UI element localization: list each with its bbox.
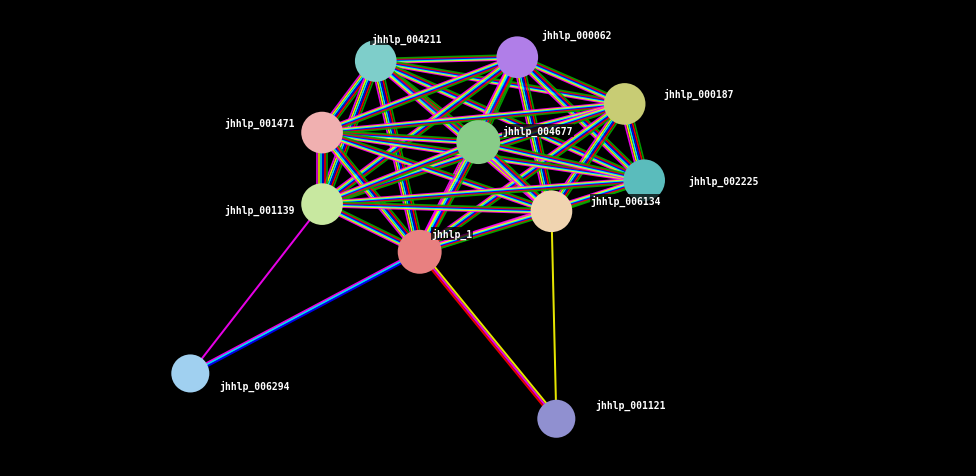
Point [636, 177, 652, 185]
Point [509, 54, 525, 62]
Text: jhhlp_000187: jhhlp_000187 [664, 89, 734, 100]
Point [617, 101, 632, 109]
Text: jhhlp_1: jhhlp_1 [431, 228, 472, 240]
Point [314, 129, 330, 137]
Point [368, 58, 384, 66]
Text: jhhlp_004677: jhhlp_004677 [503, 125, 573, 137]
Point [314, 201, 330, 208]
Point [544, 208, 559, 216]
Text: jhhlp_001471: jhhlp_001471 [224, 117, 295, 129]
Text: jhhlp_002225: jhhlp_002225 [688, 175, 758, 187]
Text: jhhlp_006134: jhhlp_006134 [590, 196, 661, 207]
Point [412, 248, 427, 256]
Text: jhhlp_000062: jhhlp_000062 [542, 30, 612, 41]
Text: jhhlp_001139: jhhlp_001139 [224, 204, 295, 215]
Point [549, 415, 564, 423]
Point [183, 370, 198, 377]
Point [470, 139, 486, 147]
Text: jhhlp_006294: jhhlp_006294 [220, 380, 290, 391]
Text: jhhlp_004211: jhhlp_004211 [371, 33, 441, 45]
Text: jhhlp_001121: jhhlp_001121 [595, 399, 666, 410]
